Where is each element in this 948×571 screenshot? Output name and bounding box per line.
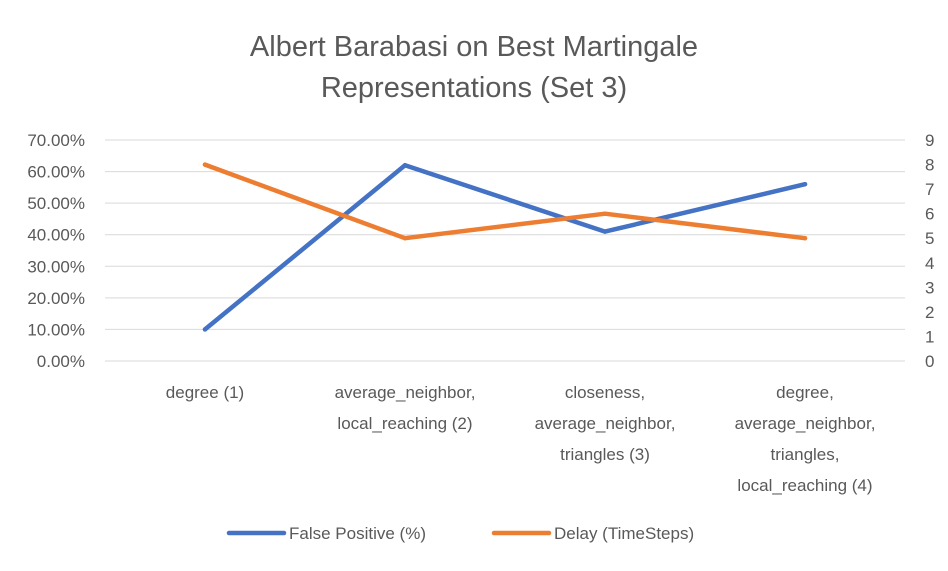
left-axis-ticks: 0.00% 10.00% 20.00% 30.00% 40.00% 50.00% 60.00… xyxy=(27,131,85,371)
right-axis-tick-label: 0 xyxy=(925,352,934,371)
category-label: degree (1) xyxy=(166,383,244,402)
data-point xyxy=(402,236,408,241)
right-axis-tick-label: 3 xyxy=(925,278,934,297)
left-axis-tick-label: 40.00% xyxy=(27,226,85,245)
category-label: average_neighbor, xyxy=(735,414,876,433)
data-point xyxy=(202,327,208,332)
right-axis-tick-label: 1 xyxy=(925,327,934,346)
legend-label: False Positive (%) xyxy=(289,524,426,543)
left-axis-tick-label: 10.00% xyxy=(27,320,85,339)
data-point xyxy=(802,236,808,241)
left-axis-tick-label: 60.00% xyxy=(27,163,85,182)
data-point xyxy=(602,211,608,216)
category-label: triangles (3) xyxy=(560,445,650,464)
legend: False Positive (%) Delay (TimeSteps) xyxy=(226,524,694,543)
category-label: closeness, xyxy=(565,383,645,402)
legend-item: False Positive (%) xyxy=(226,524,426,543)
data-point xyxy=(802,182,808,187)
right-axis-tick-label: 8 xyxy=(925,156,934,175)
series-line-delay xyxy=(202,162,808,241)
data-point xyxy=(602,229,608,234)
data-point xyxy=(202,162,208,167)
category-label: degree, xyxy=(776,383,834,402)
category-label: local_reaching (2) xyxy=(337,414,472,433)
category-label: triangles, xyxy=(771,445,840,464)
right-axis-tick-label: 7 xyxy=(925,180,934,199)
data-point xyxy=(402,163,408,168)
category-label: local_reaching (4) xyxy=(737,476,872,495)
chart-title-line: Albert Barabasi on Best Martingale xyxy=(250,31,698,63)
category-label: average_neighbor, xyxy=(335,383,476,402)
category-label: average_neighbor, xyxy=(535,414,676,433)
legend-label: Delay (TimeSteps) xyxy=(554,524,694,543)
left-axis-tick-label: 0.00% xyxy=(37,352,85,371)
right-axis-tick-label: 9 xyxy=(925,131,934,150)
left-axis-tick-label: 20.00% xyxy=(27,289,85,308)
left-axis-tick-label: 50.00% xyxy=(27,194,85,213)
right-axis-tick-label: 2 xyxy=(925,303,934,322)
left-axis-tick-label: 70.00% xyxy=(27,131,85,150)
right-axis-tick-label: 5 xyxy=(925,229,934,248)
right-axis-ticks: 0 1 2 3 4 5 6 7 8 9 xyxy=(925,131,934,371)
series-line-false-positive xyxy=(202,163,808,332)
gridlines xyxy=(105,139,905,362)
left-axis-tick-label: 30.00% xyxy=(27,257,85,276)
chart-title: Albert Barabasi on Best Martingale Repres… xyxy=(250,31,698,104)
right-axis-tick-label: 4 xyxy=(925,254,934,273)
category-labels: degree (1) average_neighbor, local_reachin… xyxy=(166,383,876,495)
series xyxy=(202,162,808,332)
legend-item: Delay (TimeSteps) xyxy=(491,524,694,543)
chart-title-line: Representations (Set 3) xyxy=(321,72,627,104)
right-axis-tick-label: 6 xyxy=(925,205,934,224)
